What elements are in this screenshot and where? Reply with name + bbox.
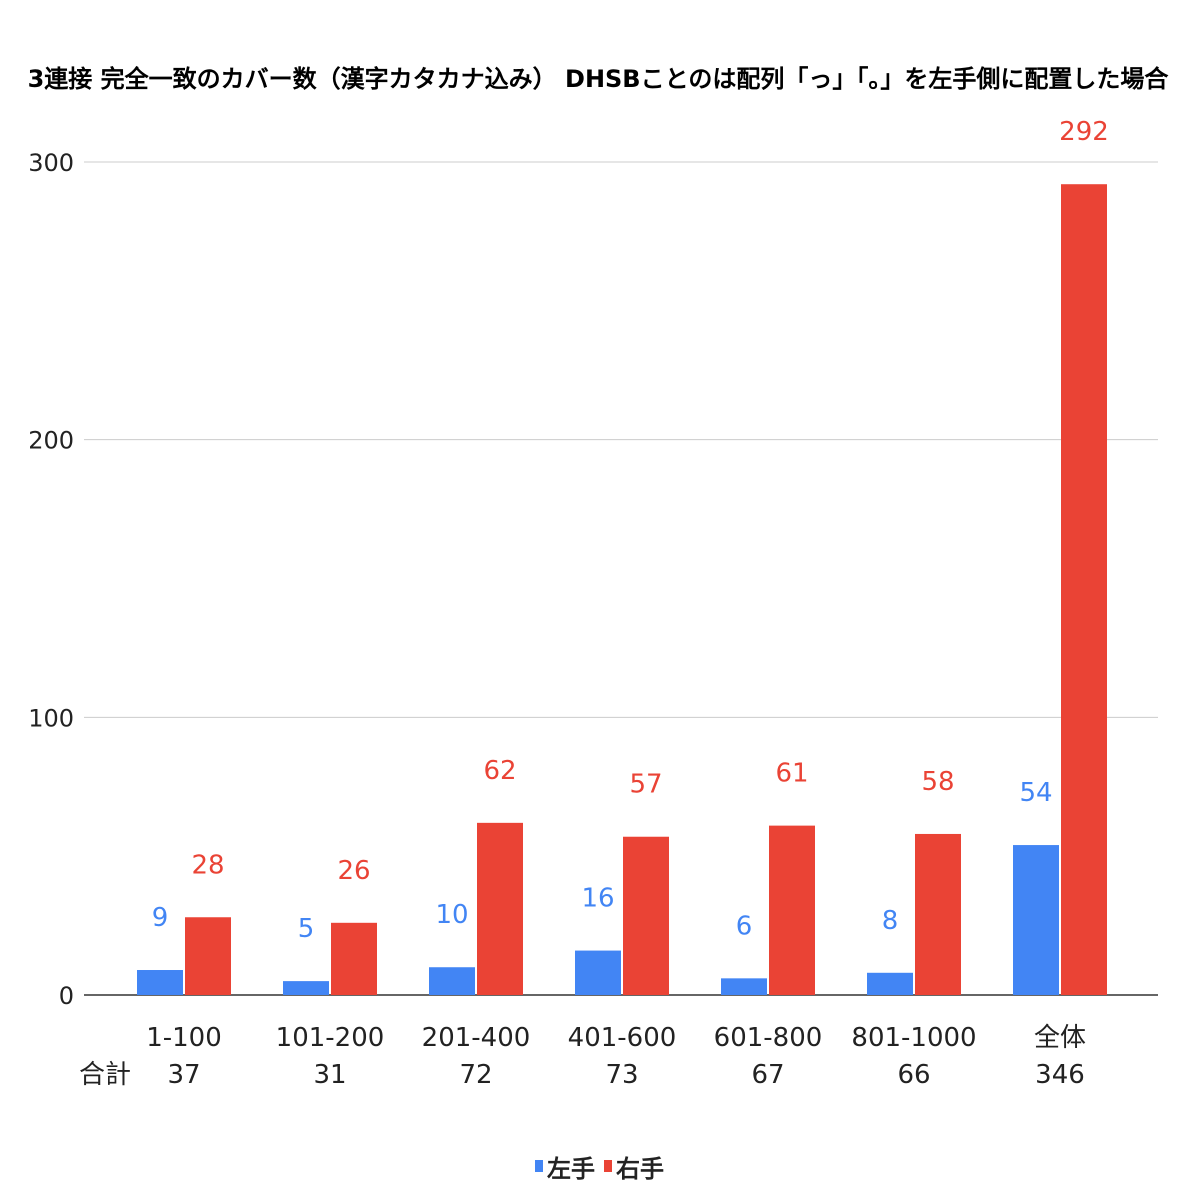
bar-left-hand (721, 978, 767, 995)
data-label: 28 (191, 850, 224, 880)
data-label: 9 (152, 903, 169, 933)
chart-title: 3連接 完全一致のカバー数（漢字カタカナ込み） DHSBことのは配列「っ」「。」… (28, 65, 1170, 93)
legend-label: 左手 (547, 1155, 595, 1183)
bar-right-hand (331, 922, 377, 995)
data-label: 10 (435, 900, 468, 930)
bar-right-hand (1061, 184, 1107, 996)
x-category-label: 全体 (1034, 1023, 1086, 1053)
data-label: 54 (1019, 778, 1052, 808)
x-axis-labels: 1-100 37 101-200 31 201-400 72 401-600 73 601-80… (146, 1023, 1086, 1090)
x-category-label: 1-100 (146, 1023, 222, 1053)
data-labels: 9 28 5 26 10 62 16 57 6 61 8 58 54 292 (152, 117, 1109, 944)
x-category-label: 401-600 (568, 1023, 677, 1053)
data-label: 57 (629, 770, 662, 800)
x-category-total: 72 (459, 1060, 492, 1090)
y-tick-label: 0 (59, 982, 74, 1010)
y-axis-ticks: 0 100 200 300 (28, 149, 74, 1010)
data-label: 6 (736, 911, 753, 941)
data-label: 62 (483, 756, 516, 786)
legend-swatch (535, 1160, 543, 1172)
bars (137, 184, 1107, 996)
x-category-label: 601-800 (714, 1023, 823, 1053)
x-category-total: 346 (1035, 1060, 1085, 1090)
data-label: 16 (581, 884, 614, 914)
data-label: 58 (921, 767, 954, 797)
x-category-label: 801-1000 (851, 1023, 976, 1053)
x-category-label: 101-200 (276, 1023, 385, 1053)
x-category-total: 37 (167, 1060, 200, 1090)
totals-row-label: 合計 (79, 1060, 131, 1090)
bar-left-hand (1013, 845, 1059, 995)
bar-right-hand (915, 833, 961, 995)
bar-left-hand (137, 970, 183, 995)
data-label: 5 (298, 914, 315, 944)
y-tick-label: 100 (28, 704, 74, 732)
bar-right-hand (769, 825, 815, 995)
data-label: 8 (882, 906, 899, 936)
x-category-total: 73 (605, 1060, 638, 1090)
gridlines (84, 161, 1158, 996)
legend-swatch (604, 1160, 612, 1172)
data-label: 292 (1059, 117, 1109, 147)
x-category-total: 67 (751, 1060, 784, 1090)
bar-right-hand (623, 836, 669, 995)
y-tick-label: 300 (28, 149, 74, 177)
legend-label: 右手 (616, 1155, 664, 1183)
x-category-total: 66 (897, 1060, 930, 1090)
data-label: 26 (337, 856, 370, 886)
bar-left-hand (867, 972, 913, 995)
bar-left-hand (575, 950, 621, 995)
bar-left-hand (283, 981, 329, 995)
bar-right-hand (477, 822, 523, 995)
y-tick-label: 200 (28, 427, 74, 455)
bar-right-hand (185, 917, 231, 995)
bar-left-hand (429, 967, 475, 995)
data-label: 61 (775, 759, 808, 789)
legend: 左手 右手 (535, 1155, 664, 1183)
x-category-label: 201-400 (422, 1023, 531, 1053)
x-category-total: 31 (313, 1060, 346, 1090)
